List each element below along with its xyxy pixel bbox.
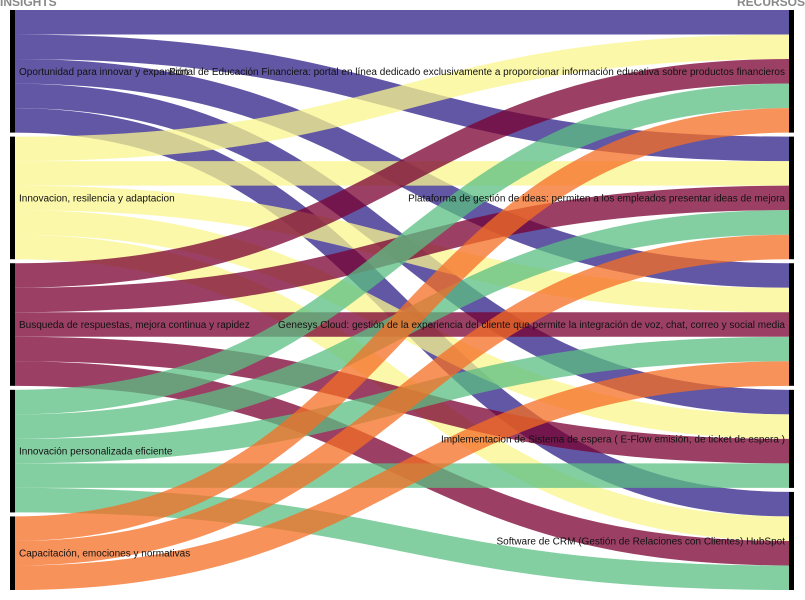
link-4-2[interactable] [14,361,790,590]
left-node-4[interactable] [10,516,15,590]
right-node-label: Software de CRM (Gestión de Relaciones c… [497,536,786,547]
left-node-3[interactable] [10,389,15,513]
right-node-3[interactable] [789,389,794,488]
right-node-4[interactable] [789,491,794,590]
right-node-label: Portal de Educación Financiera: portal e… [169,67,785,78]
left-node-label: Innovacion, resilencia y adaptacion [19,193,175,204]
left-node-0[interactable] [10,10,15,133]
left-node-label: Innovación personalizada eficiente [19,447,173,458]
right-node-label: Genesys Cloud: gestión de la experiencia… [278,320,785,331]
right-header: RECURSOS [737,0,805,9]
link-4-0[interactable] [14,108,790,541]
right-node-1[interactable] [789,136,794,260]
right-node-2[interactable] [789,263,794,386]
left-node-label: Busqueda de respuestas, mejora continua … [19,320,250,331]
left-node-1[interactable] [10,136,15,260]
right-node-0[interactable] [789,10,794,133]
links [14,10,790,590]
left-header: INSIGHTS [0,0,57,9]
right-node-label: Implementacion de Sistema de espera ( E-… [441,434,785,445]
left-node-label: Capacitación, emociones y normativas [19,549,190,560]
right-node-label: Plataforma de gestión de ideas: permiten… [408,193,785,204]
left-node-label: Oportunidad para innovar y expansión [19,67,189,78]
link-4-1[interactable] [14,234,790,566]
link-1-0[interactable] [14,34,790,162]
link-3-0[interactable] [14,83,790,415]
link-2-0[interactable] [14,59,790,288]
left-node-2[interactable] [10,263,15,386]
